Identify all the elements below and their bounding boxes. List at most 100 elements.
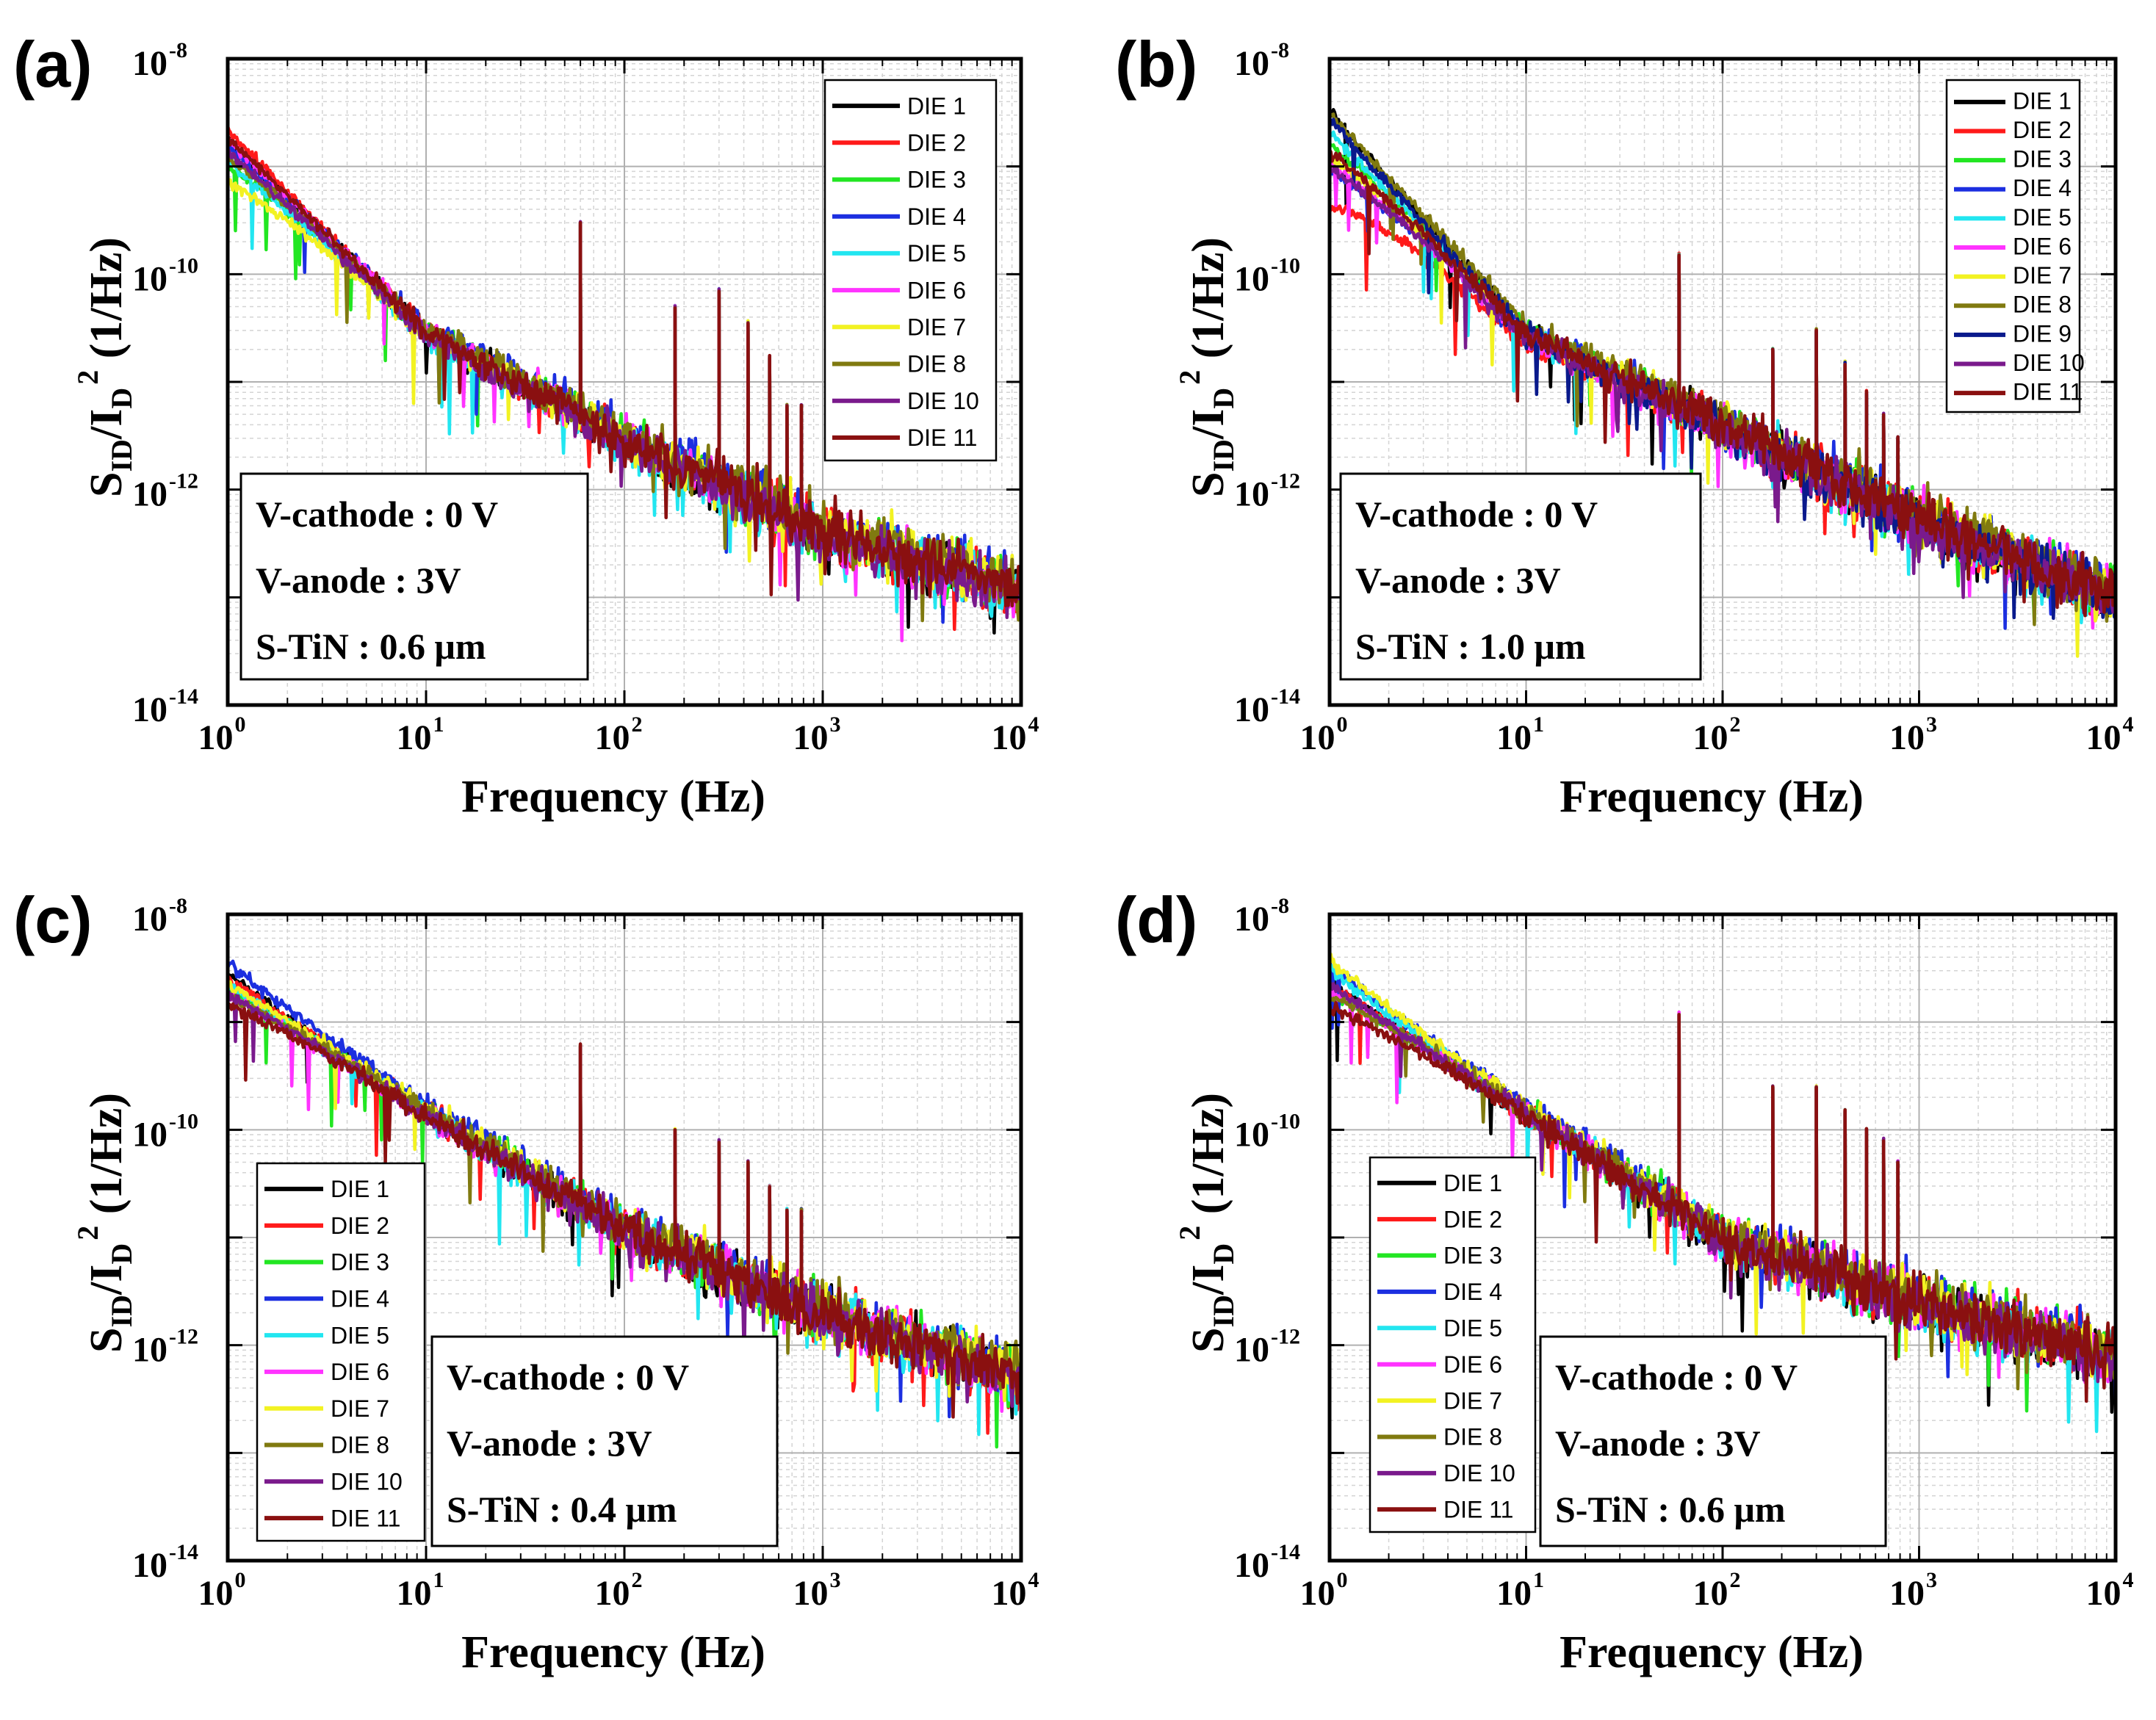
series-line-die-10	[1330, 165, 2116, 615]
annotation-line: V-cathode : 0 V	[447, 1356, 689, 1398]
y-tick-label: 10	[1234, 1115, 1269, 1154]
annotation-line: V-anode : 3V	[1555, 1423, 1761, 1464]
annotation-box: V-cathode : 0 V V-anode : 3V S-TiN : 0.6 μ…	[239, 472, 589, 681]
legend-label: DIE 11	[2013, 379, 2083, 405]
y-tick-label: 10	[132, 44, 167, 83]
x-tick-label: 102	[595, 712, 643, 757]
x-tick-label: 101	[1496, 1568, 1544, 1613]
x-tick-label: 103	[793, 712, 841, 757]
x-tick-label: 103	[793, 1568, 841, 1613]
y-tick-exponent: -8	[1271, 38, 1289, 62]
legend-label: DIE 9	[2013, 320, 2072, 347]
x-tick-label: 102	[1693, 1568, 1741, 1613]
y-tick-label: 10	[1234, 44, 1269, 83]
series-line-die-11	[1330, 1001, 2116, 1403]
y-tick-exponent: -8	[169, 894, 187, 918]
legend-label: DIE 2	[331, 1213, 389, 1239]
annotation-frame	[430, 1335, 779, 1547]
legend-label: DIE 11	[331, 1505, 400, 1531]
annotation-line: V-anode : 3V	[447, 1423, 652, 1464]
legend-label: DIE 6	[2013, 233, 2072, 259]
legend-label: DIE 1	[907, 93, 966, 119]
annotation-line: V-cathode : 0 V	[256, 494, 498, 535]
legend-label: DIE 7	[2013, 262, 2072, 289]
x-tick-label: 103	[1889, 1568, 1937, 1613]
y-tick-label: 10	[132, 1115, 167, 1154]
annotation-frame	[1539, 1335, 1887, 1547]
legend-label: DIE 5	[2013, 204, 2072, 231]
y-tick-exponent: -14	[169, 1540, 198, 1564]
y-tick-exponent: -12	[1271, 1325, 1300, 1349]
y-tick-label: 10	[132, 1331, 167, 1370]
annotation-box: V-cathode : 0 V V-anode : 3V S-TiN : 0.4 μ…	[430, 1335, 779, 1547]
x-axis-title: Frequency (Hz)	[461, 1627, 765, 1677]
legend-label: DIE 11	[1443, 1497, 1513, 1523]
x-tick-label: 101	[397, 1568, 444, 1613]
x-tick-label: 104	[2086, 712, 2134, 757]
legend-label: DIE 4	[2013, 175, 2072, 201]
series-line-die-11	[228, 137, 1021, 608]
ticks	[1328, 913, 2117, 1562]
x-tick-label: 101	[1496, 712, 1544, 757]
x-tick-label: 102	[1693, 712, 1741, 757]
y-tick-label: 10	[1234, 259, 1269, 298]
x-tick-label: 102	[595, 1568, 643, 1613]
y-axis-title: SID/ID2 (1/Hz)	[71, 237, 138, 497]
annotation-box: V-cathode : 0 V V-anode : 3V S-TiN : 1.0 μ…	[1339, 472, 1702, 681]
series-group	[1330, 953, 2116, 1434]
legend-label: DIE 1	[1443, 1170, 1502, 1196]
annotation-frame	[1339, 472, 1702, 681]
annotation-line: S-TiN : 1.0 μm	[1355, 626, 1586, 667]
x-tick-label: 103	[1889, 712, 1937, 757]
legend-label: DIE 2	[2013, 117, 2072, 143]
x-tick-label: 104	[2086, 1568, 2134, 1613]
legend-label: DIE 7	[1443, 1387, 1502, 1414]
annotation-box: V-cathode : 0 V V-anode : 3V S-TiN : 0.6 μ…	[1539, 1335, 1887, 1547]
legend-label: DIE 6	[907, 277, 966, 303]
series-line-die-10	[228, 148, 1021, 619]
annotation-frame	[239, 472, 589, 681]
ticks	[226, 913, 1023, 1562]
legend-label: DIE 10	[2013, 350, 2085, 376]
legend-label: DIE 7	[907, 314, 966, 341]
legend-label: DIE 7	[331, 1395, 389, 1422]
y-tick-exponent: -10	[1271, 253, 1300, 278]
y-tick-exponent: -8	[1271, 894, 1289, 918]
y-tick-label: 10	[1234, 1546, 1269, 1585]
legend-label: DIE 3	[907, 167, 966, 193]
x-axis-title: Frequency (Hz)	[461, 772, 765, 822]
legend-label: DIE 10	[1443, 1460, 1515, 1486]
panel-label: (d)	[1115, 884, 1197, 956]
legend-label: DIE 6	[1443, 1351, 1502, 1378]
annotation-line: S-TiN : 0.6 μm	[256, 626, 486, 667]
legend-label: DIE 4	[907, 203, 966, 230]
y-tick-label: 10	[132, 690, 167, 729]
panel-label: (b)	[1115, 28, 1197, 101]
y-tick-exponent: -8	[169, 38, 187, 62]
x-tick-label: 104	[992, 1568, 1039, 1613]
x-tick-label: 100	[1300, 1568, 1348, 1613]
y-axis-title: SID/ID2 (1/Hz)	[1173, 1093, 1240, 1353]
legend-label: DIE 3	[2013, 146, 2072, 173]
y-tick-exponent: -14	[169, 684, 198, 709]
legend-label: DIE 5	[907, 240, 966, 267]
y-axis-title: SID/ID2 (1/Hz)	[1173, 237, 1240, 497]
legend-label: DIE 5	[1443, 1315, 1502, 1342]
legend-label: DIE 6	[331, 1359, 389, 1385]
annotation-line: V-anode : 3V	[1355, 560, 1561, 601]
annotation-line: V-anode : 3V	[256, 560, 461, 601]
y-tick-exponent: -12	[169, 1325, 198, 1349]
legend-label: DIE 4	[331, 1286, 389, 1312]
series-line-die-11	[1330, 149, 2116, 618]
annotation-line: V-cathode : 0 V	[1355, 494, 1598, 535]
y-tick-label: 10	[132, 1546, 167, 1585]
legend-label: DIE 10	[907, 388, 979, 414]
y-tick-label: 10	[132, 900, 167, 939]
legend-label: DIE 11	[907, 424, 977, 451]
legend-label: DIE 2	[907, 130, 966, 156]
legend-label: DIE 8	[1443, 1424, 1502, 1450]
